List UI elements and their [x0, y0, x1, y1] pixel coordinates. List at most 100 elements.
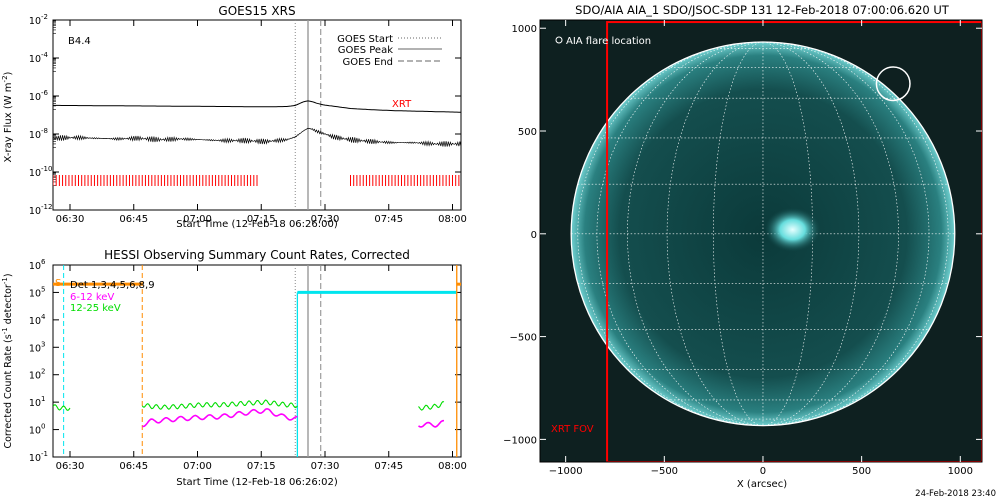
aia-x-tick-label: −1000: [549, 466, 583, 477]
longitude-line: [762, 41, 813, 426]
goes-y-tick-label: 10: [29, 16, 41, 27]
hessi-x-tick-label: 08:00: [438, 461, 467, 472]
aia-y-tick-label: −500: [510, 333, 537, 344]
goes-y-tick-label: 10: [29, 92, 41, 103]
goes-x-tick-label: 07:15: [247, 214, 276, 225]
hessi-legend-12-25kev: 12-25 keV: [70, 303, 121, 314]
aia-y-tick-label: 0: [531, 230, 537, 241]
hessi-x-tick-label: 06:30: [56, 461, 85, 472]
goes-y-tick-exponent: -10: [41, 165, 52, 173]
aia-image-frame: [539, 19, 983, 463]
goes-legend: GOES Start GOES Peak GOES End: [337, 34, 442, 68]
hessi-x-tick-label: 07:45: [374, 461, 403, 472]
hessi-panel: HESSI Observing Summary Count Rates, Cor…: [1, 248, 467, 488]
hessi-y-tick-exponent: 3: [41, 340, 45, 348]
aia-y-tick-label: 1000: [512, 24, 537, 35]
longitude-line: [596, 41, 763, 426]
hessi-y-tick-exponent: 2: [41, 368, 45, 376]
goes-title: GOES15 XRS: [218, 4, 295, 18]
goes-series-short: [53, 127, 461, 148]
hessi-y-tick-label: 10: [29, 453, 41, 464]
aia-x-tick-label: 500: [852, 466, 871, 477]
aia-x-axis-label: X (arcsec): [737, 479, 787, 490]
hessi-y-tick-label: 10: [29, 261, 41, 272]
goes-y-tick-label: 10: [29, 168, 41, 179]
goes-x-tick-label: 06:30: [56, 214, 85, 225]
longitude-line: [762, 41, 930, 426]
goes-x-tick-label: 07:45: [374, 214, 403, 225]
hessi-y-tick-label: 10: [29, 343, 41, 354]
hessi-legend-6-12kev: 6-12 keV: [70, 292, 114, 303]
hessi-attenuator-markers: [53, 265, 461, 457]
goes-y-tick-exponent: -12: [41, 203, 52, 211]
hessi-series-line: [142, 408, 444, 428]
longitude-line: [762, 41, 860, 426]
hessi-x-tick-label: 07:30: [311, 461, 340, 472]
goes-series: [53, 100, 461, 148]
goes-y-tick-label: 10: [29, 54, 41, 65]
longitude-line: [713, 41, 763, 426]
hessi-y-tick-label: 10: [29, 288, 41, 299]
goes-y-tick-exponent: -2: [41, 13, 48, 21]
aia-y-tick-label: 500: [518, 127, 537, 138]
goes-x-axis-label: Start Time (12-Feb-18 06:26:00): [176, 219, 338, 230]
hessi-y-tick-label: 10: [29, 316, 41, 327]
hessi-x-axis-label: Start Time (12-Feb-18 06:26:02): [176, 477, 338, 488]
goes-y-tick-exponent: -6: [41, 89, 49, 97]
hessi-y-tick-label: 10: [29, 371, 41, 382]
hessi-legend-prefix: S: [55, 278, 61, 289]
hessi-x-tick-label: 06:45: [119, 461, 148, 472]
aia-legend-label: AIA flare location: [566, 36, 651, 47]
heliographic-grid: [571, 41, 955, 426]
aia-y-tick-label: −1000: [503, 435, 537, 446]
hessi-y-axis-label: Corrected Count Rate (s-1 detector-1): [1, 273, 14, 448]
hessi-y-tick-label: 10: [29, 398, 41, 409]
hessi-plot-frame: [52, 264, 462, 458]
hessi-legend-detectors: Det 1,3,4,5,6,8,9: [70, 280, 155, 291]
hessi-series-line: [53, 399, 445, 412]
goes-x-tick-label: 08:00: [438, 214, 467, 225]
longitude-line: [666, 41, 763, 426]
aia-x-tick-label: 0: [760, 466, 766, 477]
aia-title: SDO/AIA AIA_1 SDO/JSOC-SDP 131 12-Feb-20…: [575, 3, 950, 17]
hessi-x-tick-label: 07:00: [183, 461, 212, 472]
aia-panel: SDO/AIA AIA_1 SDO/JSOC-SDP 131 12-Feb-20…: [503, 3, 996, 499]
goes-x-tick-label: 06:45: [119, 214, 148, 225]
goes-y-tick-exponent: -4: [41, 51, 49, 59]
footer-timestamp: 24-Feb-2018 23:40: [915, 489, 996, 499]
hessi-y-tick-exponent: -1: [41, 450, 48, 458]
hessi-y-tick-exponent: 0: [41, 423, 45, 431]
hessi-y-tick-label: 10: [29, 426, 41, 437]
solar-limb: [570, 41, 956, 427]
aia-flare-location-circle: [875, 66, 911, 102]
aia-y-axis: 1000 500 0 −500 −1000: [503, 24, 982, 446]
goes-x-tick-label: 07:00: [183, 214, 212, 225]
hessi-series: [53, 399, 445, 428]
goes-legend-end-label: GOES End: [343, 57, 393, 68]
hessi-y-tick-exponent: 1: [41, 395, 45, 403]
xrt-fov-label: XRT FOV: [551, 424, 594, 435]
goes-xrt-coverage: [53, 175, 460, 186]
hessi-x-axis: 06:30 06:45 07:00 07:15 07:30 07:45 08:00: [56, 265, 467, 472]
hessi-y-tick-exponent: 6: [41, 258, 46, 266]
hessi-legend: S Det 1,3,4,5,6,8,9 6-12 keV 12-25 keV: [55, 278, 155, 314]
hessi-title: HESSI Observing Summary Count Rates, Cor…: [104, 248, 410, 262]
goes-xrt-label: XRT: [392, 99, 412, 110]
goes-y-tick-label: 10: [29, 206, 41, 217]
aia-x-axis: −1000 −500 0 500 1000: [549, 20, 973, 477]
aia-x-tick-label: −500: [651, 466, 678, 477]
active-region-brightening: [764, 207, 821, 252]
hessi-y-tick-exponent: 5: [41, 285, 45, 293]
hessi-y-tick-exponent: 4: [41, 313, 46, 321]
aia-legend-marker: [555, 36, 563, 44]
goes-x-tick-label: 07:30: [311, 214, 340, 225]
goes-y-tick-label: 10: [29, 130, 41, 141]
goes-plot-frame: [52, 19, 462, 211]
goes-y-tick-exponent: -8: [41, 127, 48, 135]
aia-x-tick-label: 1000: [948, 466, 973, 477]
hessi-x-tick-label: 07:15: [247, 461, 276, 472]
goes-class-annotation: B4.4: [68, 36, 91, 47]
